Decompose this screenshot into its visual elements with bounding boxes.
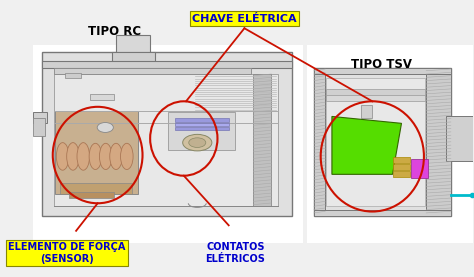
Ellipse shape [77, 143, 90, 170]
Text: TIPO TSV: TIPO TSV [351, 58, 412, 71]
Text: TIPO RC: TIPO RC [88, 24, 141, 37]
Bar [43, 52, 292, 216]
Bar [326, 89, 425, 96]
Text: CHAVE ELÉTRICA: CHAVE ELÉTRICA [192, 14, 297, 24]
Bar [310, 229, 314, 232]
Ellipse shape [67, 143, 79, 170]
Bar [69, 192, 114, 198]
Bar [54, 74, 278, 206]
Bar [392, 171, 410, 177]
Bar [447, 116, 474, 161]
Circle shape [97, 122, 113, 132]
Text: ELEMENTO DE FORÇA
(SENSOR): ELEMENTO DE FORÇA (SENSOR) [9, 242, 126, 264]
Bar [54, 68, 251, 74]
Ellipse shape [56, 143, 69, 170]
Bar [426, 68, 451, 216]
Bar [314, 210, 451, 216]
Bar [326, 78, 425, 206]
Bar [43, 61, 292, 68]
Ellipse shape [89, 143, 102, 170]
Polygon shape [332, 116, 401, 174]
Bar [117, 35, 150, 52]
Ellipse shape [110, 143, 122, 170]
Ellipse shape [120, 143, 133, 170]
Bar [392, 164, 410, 170]
Bar [65, 73, 81, 78]
Ellipse shape [189, 138, 206, 147]
Bar [314, 68, 325, 216]
Bar [314, 68, 451, 74]
Bar [90, 94, 114, 100]
Text: CONTATOS
ELÉTRICOS: CONTATOS ELÉTRICOS [206, 242, 265, 264]
Bar [175, 118, 228, 122]
Bar [361, 106, 372, 118]
Ellipse shape [182, 134, 212, 151]
Bar [112, 52, 155, 63]
Bar [34, 112, 47, 123]
Bar [411, 159, 428, 178]
Bar [34, 45, 303, 243]
Bar [175, 127, 228, 130]
Bar [60, 183, 132, 194]
Bar [175, 123, 228, 126]
Bar [314, 68, 451, 216]
Bar [392, 157, 410, 163]
Bar [55, 111, 138, 194]
Bar [254, 74, 271, 206]
Bar [168, 112, 236, 150]
Ellipse shape [100, 143, 112, 170]
Bar [307, 45, 474, 243]
Bar [326, 95, 425, 101]
Bar [34, 118, 45, 136]
